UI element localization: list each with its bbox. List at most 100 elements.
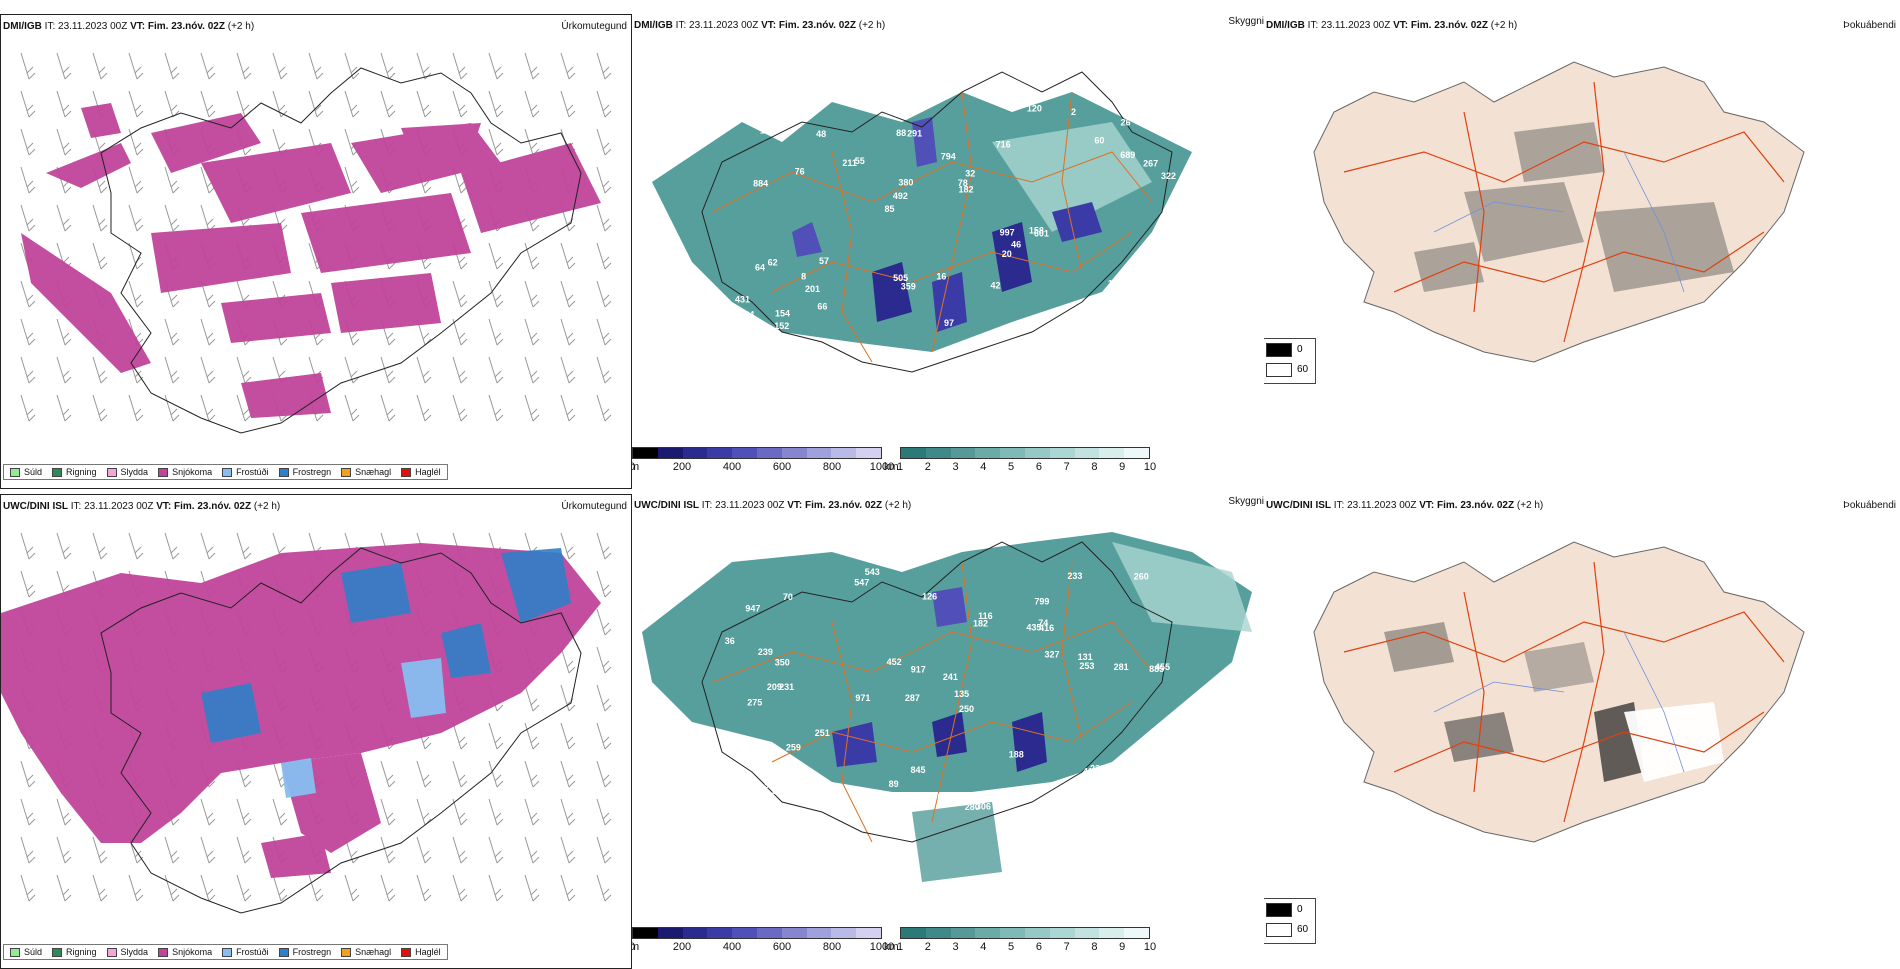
colorbar-cell <box>856 448 881 458</box>
fog-panel-bottom: UWC/DINI ISL IT: 23.11.2023 00Z VT: Fim.… <box>1264 494 1900 969</box>
colorbar-cell <box>781 928 807 938</box>
precip-map <box>1 532 612 914</box>
wind-barb <box>380 394 396 422</box>
wind-barb <box>308 90 324 118</box>
wind-barb <box>20 874 36 902</box>
legend-swatch <box>52 947 63 957</box>
visibility-value-label: 601 <box>1034 229 1049 239</box>
visibility-value-label: 416 <box>1039 623 1054 633</box>
wind-barb <box>20 52 36 80</box>
colorbar-cell <box>756 448 782 458</box>
legend-item: Rigning <box>52 467 97 477</box>
visibility-value-label: 201 <box>805 284 820 294</box>
visibility-value-label: 280 <box>965 802 980 812</box>
visibility-value-label: 32 <box>965 168 975 178</box>
wind-barb <box>452 318 468 346</box>
wind-barb <box>200 532 216 560</box>
wind-barb <box>164 52 180 80</box>
iceland-coastline <box>701 71 1173 373</box>
visibility-value-label: 116 <box>978 611 993 621</box>
wind-barb <box>92 204 108 232</box>
wind-barb <box>272 90 288 118</box>
panel-header: UWC/DINI ISL IT: 23.11.2023 00Z VT: Fim.… <box>634 500 912 511</box>
legend-swatch <box>222 947 233 957</box>
wind-barb <box>236 874 252 902</box>
wind-barb <box>236 356 252 384</box>
colorbar-cell <box>831 448 857 458</box>
legend-item: Haglél <box>401 467 441 477</box>
frost-drizzle-areas <box>281 658 446 798</box>
wind-barb <box>560 760 576 788</box>
legend-swatch <box>341 467 352 477</box>
legend-label: Rigning <box>66 947 97 957</box>
wind-barb <box>56 52 72 80</box>
colorbar-tick-label: 400 <box>722 941 742 953</box>
visibility-value-label: 689 <box>1120 150 1135 160</box>
legend-label: Súld <box>24 947 43 957</box>
wind-barb <box>596 166 612 194</box>
precip-legend: Súld Rigning Slydda Snjókoma Frostúði Frostre… <box>3 944 448 960</box>
wind-barb <box>128 204 144 232</box>
wind-barb <box>164 318 180 346</box>
colorbar-cell <box>950 448 976 458</box>
colorbar-cell <box>975 448 1001 458</box>
wind-barb <box>452 52 468 80</box>
wind-barb <box>164 204 180 232</box>
iceland-coastline <box>100 547 582 914</box>
fog-legend: 0 60 <box>1264 338 1316 384</box>
colorbar-tick-label: 9 <box>1119 461 1126 473</box>
wind-barb <box>380 52 396 80</box>
fog-panel-top: DMI/IGB IT: 23.11.2023 00Z VT: Fim. 23.n… <box>1264 14 1900 489</box>
legend-item: Frostregn <box>278 467 331 477</box>
visibility-value-label: 57 <box>819 256 829 266</box>
wind-barb <box>416 52 432 80</box>
legend-label: Rigning <box>66 467 97 477</box>
legend-label: Súld <box>24 467 43 477</box>
wind-barb <box>596 646 612 674</box>
precip-map <box>20 52 612 434</box>
wind-barb <box>128 52 144 80</box>
colorbar-tick-label: 5 <box>1008 941 1015 953</box>
wind-barb <box>524 318 540 346</box>
visibility-value-label: 46 <box>1011 239 1021 249</box>
wind-barb <box>200 52 216 80</box>
legend-swatch <box>158 947 169 957</box>
wind-barb <box>488 394 504 422</box>
wind-barb <box>200 90 216 118</box>
wind-barb <box>560 836 576 864</box>
iceland-coastline <box>100 67 582 434</box>
wind-barb <box>452 90 468 118</box>
wind-barb <box>452 874 468 902</box>
snow-areas <box>21 103 601 418</box>
wind-barb <box>452 394 468 422</box>
panel-header: UWC/DINI ISL IT: 23.11.2023 00Z VT: Fim.… <box>1266 500 1544 511</box>
visibility-value-label: 492 <box>893 191 908 201</box>
legend-swatch <box>158 467 169 477</box>
legend-swatch <box>278 467 289 477</box>
visibility-value-label: 275 <box>747 698 762 708</box>
legend-swatch <box>341 947 352 957</box>
colorbar-cell <box>781 448 807 458</box>
visibility-value-label: 997 <box>1000 227 1015 237</box>
visibility-value-label: 91 <box>764 780 774 790</box>
legend-swatch <box>106 947 117 957</box>
wind-barb <box>380 836 396 864</box>
visibility-value-label: 78 <box>958 178 968 188</box>
legend-swatch <box>106 467 117 477</box>
wind-barb <box>200 204 216 232</box>
colorbar-tick-label: 8 <box>1091 941 1098 953</box>
wind-barb <box>380 90 396 118</box>
colorbar-tick-label: 1000 <box>869 461 895 473</box>
visibility-value-label: 55 <box>855 156 865 166</box>
visibility-value-label: 70 <box>862 802 872 812</box>
visibility-value-label: 267 <box>1143 158 1158 168</box>
visibility-value-label: 239 <box>758 647 773 657</box>
wind-barb <box>20 532 36 560</box>
visibility-value-label: 971 <box>855 693 870 703</box>
legend-swatch <box>10 947 20 957</box>
wind-barb <box>236 52 252 80</box>
colorbar-tick-label: 800 <box>822 461 842 473</box>
wind-barb <box>524 874 540 902</box>
wind-barb <box>524 280 540 308</box>
colorbar-cell <box>633 928 658 938</box>
